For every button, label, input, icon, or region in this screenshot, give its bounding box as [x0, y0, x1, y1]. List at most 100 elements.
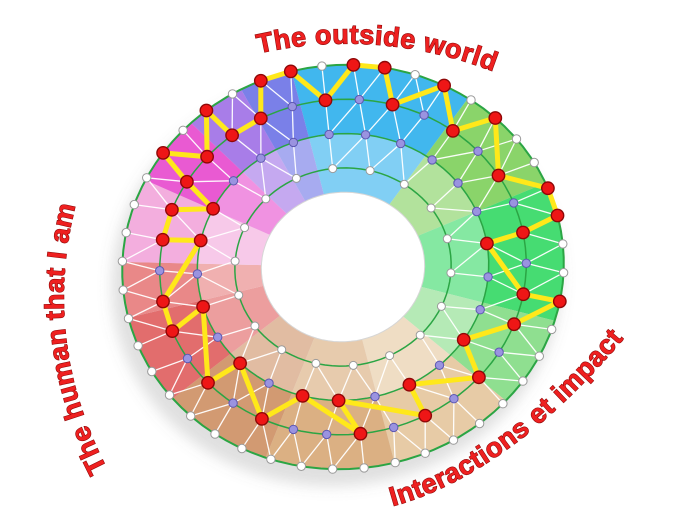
red-node[interactable] — [353, 426, 368, 441]
node[interactable] — [264, 378, 274, 388]
red-node[interactable] — [253, 111, 268, 126]
red-node[interactable] — [156, 145, 171, 160]
node[interactable] — [230, 256, 240, 266]
red-node[interactable] — [346, 58, 361, 72]
red-node[interactable] — [253, 73, 268, 88]
node[interactable] — [436, 301, 446, 311]
node[interactable] — [117, 256, 128, 266]
red-node[interactable] — [418, 408, 433, 423]
red-node[interactable] — [233, 356, 248, 371]
node[interactable] — [529, 157, 539, 168]
node[interactable] — [142, 173, 152, 183]
node[interactable] — [474, 418, 485, 429]
node[interactable] — [448, 435, 459, 445]
node[interactable] — [155, 266, 165, 276]
node[interactable] — [466, 95, 476, 105]
red-node[interactable] — [445, 123, 460, 138]
node[interactable] — [498, 399, 508, 409]
node[interactable] — [385, 351, 395, 361]
node[interactable] — [427, 155, 437, 165]
node[interactable] — [354, 94, 364, 105]
red-node[interactable] — [196, 299, 211, 314]
node[interactable] — [420, 448, 430, 458]
red-node[interactable] — [552, 294, 567, 309]
red-node[interactable] — [165, 324, 180, 338]
node[interactable] — [511, 134, 522, 144]
red-node[interactable] — [225, 128, 240, 143]
node[interactable] — [234, 290, 244, 300]
node[interactable] — [419, 110, 429, 120]
red-node[interactable] — [295, 388, 310, 403]
node[interactable] — [317, 61, 327, 71]
red-node[interactable] — [516, 225, 530, 240]
node[interactable] — [266, 454, 276, 464]
red-node[interactable] — [206, 201, 221, 216]
node[interactable] — [311, 358, 321, 368]
node[interactable] — [473, 146, 483, 156]
node[interactable] — [261, 194, 271, 204]
node[interactable] — [121, 227, 131, 238]
node[interactable] — [494, 347, 504, 357]
node[interactable] — [256, 153, 266, 163]
red-node[interactable] — [456, 332, 471, 347]
red-node[interactable] — [200, 149, 215, 164]
node[interactable] — [210, 429, 220, 439]
red-node[interactable] — [155, 232, 170, 247]
node[interactable] — [475, 305, 485, 315]
node[interactable] — [118, 285, 128, 295]
red-node[interactable] — [164, 202, 179, 217]
red-node[interactable] — [471, 370, 486, 385]
red-node[interactable] — [550, 208, 565, 223]
node[interactable] — [370, 391, 380, 402]
node[interactable] — [396, 138, 406, 149]
node[interactable] — [164, 390, 175, 400]
node[interactable] — [288, 137, 299, 148]
node[interactable] — [213, 332, 223, 342]
node[interactable] — [324, 129, 334, 140]
node[interactable] — [518, 376, 528, 386]
node[interactable] — [389, 422, 399, 433]
red-node[interactable] — [507, 317, 521, 332]
red-node[interactable] — [479, 236, 494, 251]
red-node[interactable] — [488, 111, 503, 125]
node[interactable] — [509, 198, 519, 208]
red-node[interactable] — [318, 93, 333, 108]
node[interactable] — [192, 269, 203, 279]
node[interactable] — [360, 130, 371, 140]
node[interactable] — [547, 324, 557, 335]
node[interactable] — [399, 179, 409, 189]
node[interactable] — [178, 125, 188, 136]
node[interactable] — [328, 164, 338, 174]
red-node[interactable] — [516, 287, 531, 302]
red-node[interactable] — [491, 168, 506, 183]
red-node[interactable] — [402, 377, 417, 392]
node[interactable] — [228, 176, 239, 186]
node[interactable] — [449, 394, 459, 404]
red-node[interactable] — [254, 411, 269, 426]
sector-magenta[interactable] — [145, 122, 287, 235]
node[interactable] — [534, 351, 544, 361]
red-node[interactable] — [283, 64, 298, 79]
node[interactable] — [240, 223, 250, 233]
red-node[interactable] — [437, 78, 451, 93]
node[interactable] — [472, 206, 482, 217]
node[interactable] — [426, 203, 436, 213]
red-node[interactable] — [193, 233, 208, 248]
node[interactable] — [287, 101, 297, 112]
node[interactable] — [410, 70, 420, 80]
node[interactable] — [296, 461, 306, 471]
node[interactable] — [129, 199, 140, 210]
node[interactable] — [186, 411, 196, 421]
node[interactable] — [237, 443, 247, 454]
node[interactable] — [434, 360, 445, 370]
node[interactable] — [288, 424, 299, 435]
red-node[interactable] — [199, 103, 214, 118]
node[interactable] — [442, 234, 452, 244]
node[interactable] — [348, 360, 358, 370]
node[interactable] — [558, 268, 569, 278]
red-node[interactable] — [377, 60, 392, 75]
node[interactable] — [390, 457, 400, 468]
node[interactable] — [453, 178, 463, 188]
node[interactable] — [483, 272, 493, 282]
red-node[interactable] — [385, 97, 400, 112]
